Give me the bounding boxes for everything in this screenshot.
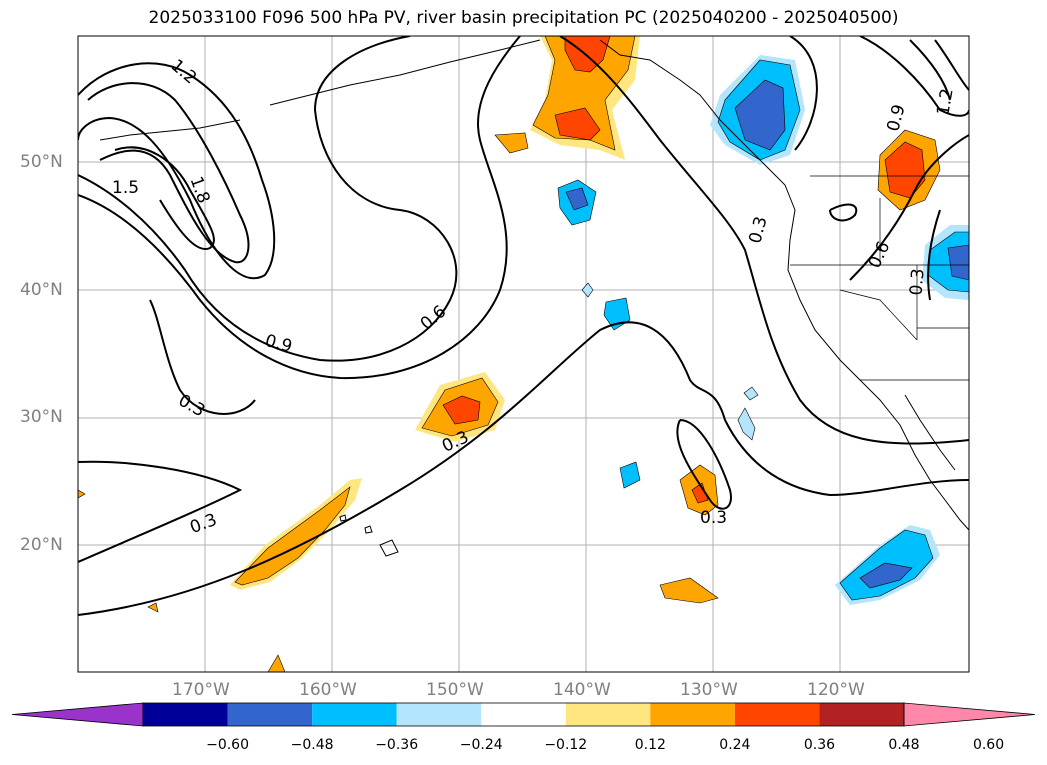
colorbar-extend-high — [903, 702, 1036, 727]
lon-label-170w: 170°W — [172, 680, 230, 700]
lon-label-150w: 150°W — [426, 680, 484, 700]
colorbar-tick-label: 0.36 — [803, 737, 836, 753]
lon-label-130w: 130°W — [680, 680, 738, 700]
contour-label: 0.3 — [700, 508, 728, 528]
colorbar-box — [312, 703, 397, 726]
colorbar-tick-label: −0.60 — [206, 737, 249, 753]
lon-label-140w: 140°W — [553, 680, 611, 700]
colorbar — [11, 702, 1036, 727]
lat-label-50n: 50°N — [20, 152, 63, 172]
colorbar-tick-label: 0.24 — [719, 737, 751, 753]
precip-shading — [78, 36, 969, 672]
colorbar-tick-label: −0.48 — [290, 737, 334, 753]
colorbar-box — [396, 703, 482, 726]
colorbar-box — [650, 703, 735, 726]
pv-contours — [78, 36, 969, 616]
colorbar-tick-label: 0.12 — [634, 737, 666, 753]
colorbar-box — [734, 703, 820, 726]
colorbar-tick-label: −0.24 — [459, 737, 503, 753]
borders — [790, 175, 969, 381]
colorbar-box — [227, 703, 313, 726]
map-frame — [77, 35, 970, 673]
lon-label-160w: 160°W — [299, 680, 357, 700]
colorbar-box — [819, 703, 904, 726]
colorbar-tick-label: 0.48 — [888, 737, 920, 753]
coastlines — [99, 39, 969, 557]
contour-label: 0.3 — [906, 267, 929, 297]
lat-label-30n: 30°N — [20, 407, 63, 427]
colorbar-box — [481, 703, 566, 726]
colorbar-tick-label: −0.12 — [544, 737, 588, 753]
gridlines — [78, 36, 969, 672]
colorbar-tick-label: 0.60 — [972, 737, 1005, 753]
colorbar-box — [565, 703, 651, 726]
lat-label-20n: 20°N — [20, 535, 63, 555]
colorbar-extend-low — [11, 702, 144, 727]
colorbar-tick-label: −0.36 — [375, 737, 419, 753]
colorbar-frame — [142, 702, 905, 727]
lon-label-120w: 120°W — [807, 680, 865, 700]
colorbar-box — [143, 703, 228, 726]
lat-label-40n: 40°N — [20, 280, 63, 300]
contour-label: 1.5 — [112, 178, 140, 198]
map-title: 2025033100 F096 500 hPa PV, river basin … — [148, 8, 899, 28]
